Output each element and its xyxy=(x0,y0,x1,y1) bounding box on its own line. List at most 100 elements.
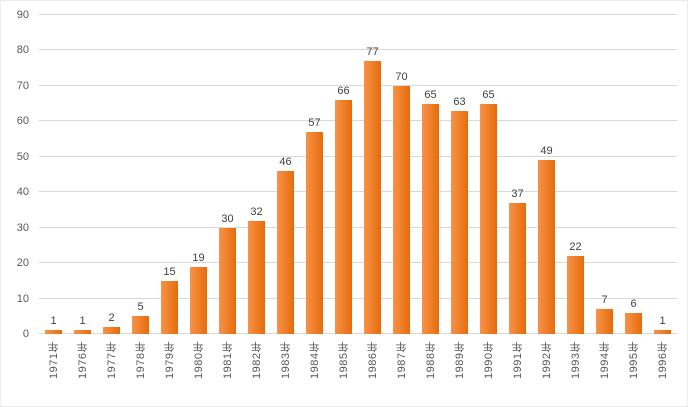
x-axis: 1971年 1976年 1977年 1978年 1979年 1980年 1981年 1982年… xyxy=(39,336,677,406)
x-tick-label: 1980年 xyxy=(192,341,205,379)
bar xyxy=(363,61,382,334)
x-tick-cell: 1971年 xyxy=(39,336,68,406)
bar-value-label: 37 xyxy=(511,187,524,200)
x-tick-cell: 1989年 xyxy=(445,336,474,406)
bar xyxy=(44,330,63,334)
bar xyxy=(537,160,556,334)
bar xyxy=(189,266,208,334)
x-tick-cell: 1976年 xyxy=(68,336,97,406)
y-tick-label: 40 xyxy=(16,186,29,199)
x-tick-label: 1993年 xyxy=(569,341,582,379)
gridline xyxy=(39,333,677,334)
x-tick-label: 1971年 xyxy=(47,341,60,379)
gridline xyxy=(39,155,677,157)
x-tick-cell: 1982年 xyxy=(242,336,271,406)
bar-value-label: 1 xyxy=(659,315,666,328)
bar xyxy=(131,316,150,334)
bar xyxy=(421,103,440,334)
x-tick-cell: 1995年 xyxy=(619,336,648,406)
x-tick-cell: 1985年 xyxy=(329,336,358,406)
bar xyxy=(392,85,411,334)
x-tick-cell: 1996年 xyxy=(648,336,677,406)
y-tick-label: 0 xyxy=(22,328,29,340)
bar xyxy=(160,280,179,334)
bar xyxy=(247,220,266,334)
bar xyxy=(305,131,324,334)
x-tick-cell: 1978年 xyxy=(126,336,155,406)
x-tick-label: 1996年 xyxy=(656,341,669,379)
bar xyxy=(450,110,469,334)
x-tick-cell: 1983年 xyxy=(271,336,300,406)
x-tick-cell: 1990年 xyxy=(474,336,503,406)
y-tick-label: 10 xyxy=(16,292,29,305)
bar xyxy=(73,330,92,334)
x-tick-label: 1989年 xyxy=(453,341,466,379)
bar-value-label: 66 xyxy=(337,85,350,98)
y-tick-label: 60 xyxy=(16,115,29,128)
bar-value-label: 46 xyxy=(279,155,292,168)
bar-column: 1 xyxy=(68,15,97,334)
bar-column: 70 xyxy=(387,15,416,334)
y-axis: 0 10 20 30 40 50 60 70 80 90 xyxy=(1,9,35,340)
x-tick-cell: 1980年 xyxy=(184,336,213,406)
bar-column: 32 xyxy=(242,15,271,334)
gridline xyxy=(39,49,677,51)
bar-column: 77 xyxy=(358,15,387,334)
bar-column: 46 xyxy=(271,15,300,334)
bar-value-label: 65 xyxy=(482,88,495,101)
bar-value-label: 19 xyxy=(192,251,205,264)
bar-value-label: 63 xyxy=(453,95,466,108)
plot-area: 1 1 2 5 15 19 30 32 46 57 66 77 70 65 63 65 37 49 22 7 6 1 xyxy=(39,14,677,334)
bar xyxy=(595,309,614,334)
x-tick-cell: 1977年 xyxy=(97,336,126,406)
bar xyxy=(479,103,498,334)
bar-column: 30 xyxy=(213,15,242,334)
bar-value-label: 57 xyxy=(308,116,321,129)
x-tick-cell: 1984年 xyxy=(300,336,329,406)
bar-value-label: 22 xyxy=(569,241,582,254)
bar-value-label: 65 xyxy=(424,88,437,101)
bar-column: 15 xyxy=(155,15,184,334)
y-tick-label: 80 xyxy=(16,44,29,57)
y-tick-label: 70 xyxy=(16,79,29,92)
x-tick-label: 1983年 xyxy=(279,341,292,379)
bar xyxy=(653,330,672,334)
x-tick-label: 1982年 xyxy=(250,341,263,379)
gridline xyxy=(39,14,677,15)
bar-column: 37 xyxy=(503,15,532,334)
bar-column: 65 xyxy=(474,15,503,334)
bar-column: 65 xyxy=(416,15,445,334)
bar-value-label: 70 xyxy=(395,70,408,83)
gridline xyxy=(39,226,677,228)
bar xyxy=(276,170,295,334)
bar-column: 1 xyxy=(39,15,68,334)
x-tick-label: 1977年 xyxy=(105,341,118,379)
bar-column: 22 xyxy=(561,15,590,334)
x-tick-label: 1992年 xyxy=(540,341,553,379)
x-tick-label: 1995年 xyxy=(627,341,640,379)
bar-value-label: 15 xyxy=(163,265,176,278)
bar-column: 66 xyxy=(329,15,358,334)
x-tick-cell: 1981年 xyxy=(213,336,242,406)
bar-value-label: 1 xyxy=(79,315,86,328)
bar xyxy=(624,312,643,334)
x-tick-cell: 1979年 xyxy=(155,336,184,406)
y-tick-label: 90 xyxy=(16,9,29,21)
bar-value-label: 6 xyxy=(630,297,637,310)
gridline xyxy=(39,262,677,264)
x-tick-label: 1978年 xyxy=(134,341,147,379)
bar-value-label: 2 xyxy=(108,311,115,324)
x-tick-label: 1990年 xyxy=(482,341,495,379)
x-tick-label: 1981年 xyxy=(221,341,234,379)
gridline xyxy=(39,84,677,86)
gridline xyxy=(39,191,677,193)
bar-value-label: 30 xyxy=(221,212,234,225)
bar-column: 1 xyxy=(648,15,677,334)
bar-value-label: 7 xyxy=(601,294,608,307)
x-tick-label: 1991年 xyxy=(511,341,524,379)
x-tick-cell: 1991年 xyxy=(503,336,532,406)
y-tick-label: 50 xyxy=(16,150,29,163)
bar-value-label: 49 xyxy=(540,145,553,158)
x-tick-cell: 1988年 xyxy=(416,336,445,406)
bar-column: 5 xyxy=(126,15,155,334)
